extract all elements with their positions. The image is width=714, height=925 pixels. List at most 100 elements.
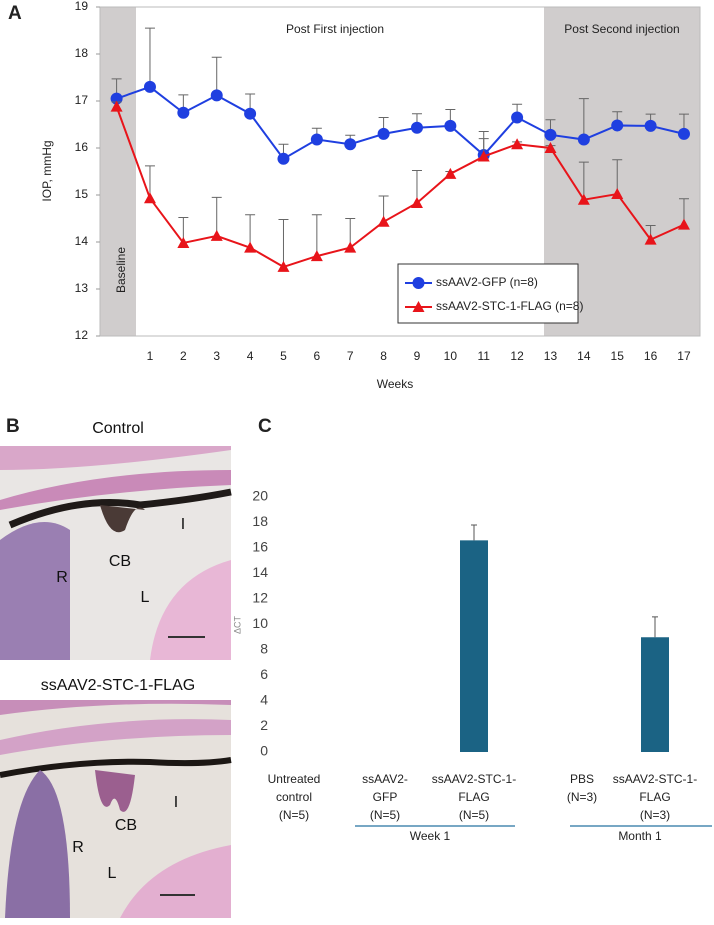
marker (410, 121, 423, 134)
tissue (0, 446, 231, 470)
y-tick-label: 16 (75, 140, 89, 154)
tissue (0, 719, 231, 755)
marker (544, 128, 557, 141)
image-label: I (174, 794, 178, 811)
image-label: L (141, 589, 150, 606)
marker (177, 106, 190, 119)
x-tick-label: 1 (147, 349, 154, 363)
x-tick-label: 12 (510, 349, 524, 363)
error-bar (211, 196, 222, 236)
marker (244, 241, 257, 253)
tissue (0, 470, 231, 510)
x-tick-label: ssAAV2-STC-1- (613, 772, 697, 786)
marker (310, 250, 323, 262)
marker (377, 127, 390, 140)
ciliary-body (100, 505, 145, 533)
marker (344, 138, 357, 151)
baseline-shade (100, 7, 136, 336)
y-tick-label: 19 (75, 0, 89, 13)
bar (460, 540, 488, 752)
marker (277, 152, 290, 165)
marker (177, 236, 190, 248)
image-label: I (181, 516, 185, 533)
x-tick-label: 2 (180, 349, 187, 363)
y-axis-label: IOP, mmHg (40, 140, 54, 201)
x-tick-label: 10 (444, 349, 458, 363)
x-tick-label: ssAAV2-STC-1- (432, 772, 516, 786)
y-tick-label: 12 (75, 328, 89, 342)
x-tick-label: (N=5) (459, 808, 489, 822)
x-tick-label: 16 (644, 349, 658, 363)
marker (444, 119, 457, 132)
x-tick-label: (N=5) (370, 808, 400, 822)
tissue (0, 700, 231, 715)
y-tick-label: 0 (260, 743, 268, 759)
x-tick-label: 8 (380, 349, 387, 363)
image-label: CB (109, 553, 131, 570)
y-tick-label: 18 (252, 513, 268, 529)
error-bar (311, 214, 322, 257)
panel-label: C (258, 416, 272, 437)
y-tick-label: 13 (75, 281, 89, 295)
iris (8, 488, 232, 529)
error-bar (211, 56, 222, 96)
marker (644, 233, 657, 245)
phase-label: Post Second injection (564, 22, 679, 36)
x-axis-label: Weeks (377, 377, 413, 391)
x-tick-label: 4 (247, 349, 254, 363)
marker (644, 119, 657, 132)
marker (577, 133, 590, 146)
x-tick-label: 15 (611, 349, 625, 363)
lens (150, 560, 231, 660)
bar (641, 637, 669, 752)
marker (577, 193, 590, 205)
marker (410, 196, 423, 208)
x-tick-label: ssAAV2- (362, 772, 408, 786)
x-tick-label: Untreated (268, 772, 321, 786)
error-bar (652, 616, 658, 638)
x-tick-label: 7 (347, 349, 354, 363)
marker (444, 167, 457, 179)
y-axis-label: ΔCT (232, 615, 242, 634)
y-tick-label: 18 (75, 46, 89, 60)
histology-image (0, 446, 232, 660)
x-tick-label: 14 (577, 349, 591, 363)
x-tick-label: FLAG (458, 790, 489, 804)
marker (412, 301, 425, 312)
plot-frame (99, 6, 701, 337)
histology-image (0, 700, 232, 918)
y-tick-label: 20 (252, 488, 268, 504)
error-bar (578, 98, 589, 140)
image-label: R (56, 569, 68, 586)
panel-label: B (6, 416, 20, 437)
x-tick-label: 17 (677, 349, 691, 363)
marker (677, 218, 690, 230)
y-tick-label: 14 (252, 564, 268, 580)
image-title: Control (92, 420, 144, 437)
y-tick-label: 15 (75, 187, 89, 201)
marker (210, 89, 223, 102)
error-bar (578, 161, 589, 200)
x-tick-label: 11 (477, 349, 490, 363)
x-tick-label: FLAG (639, 790, 670, 804)
marker (544, 142, 557, 153)
lens (120, 845, 231, 918)
marker (143, 192, 156, 204)
y-tick-label: 6 (260, 666, 268, 682)
marker (511, 111, 524, 124)
marker (611, 188, 624, 200)
series-line (115, 106, 685, 268)
marker (477, 150, 490, 162)
series-line (116, 85, 685, 161)
image-label: L (108, 865, 117, 882)
ciliary-body (95, 770, 135, 812)
x-tick-label: 13 (544, 349, 558, 363)
y-tick-label: 16 (252, 539, 268, 555)
x-tick-label: 5 (280, 349, 287, 363)
marker (377, 215, 390, 227)
x-tick-label: (N=3) (640, 808, 670, 822)
legend-label: ssAAV2-GFP (n=8) (436, 275, 538, 289)
y-tick-label: 17 (75, 93, 89, 107)
